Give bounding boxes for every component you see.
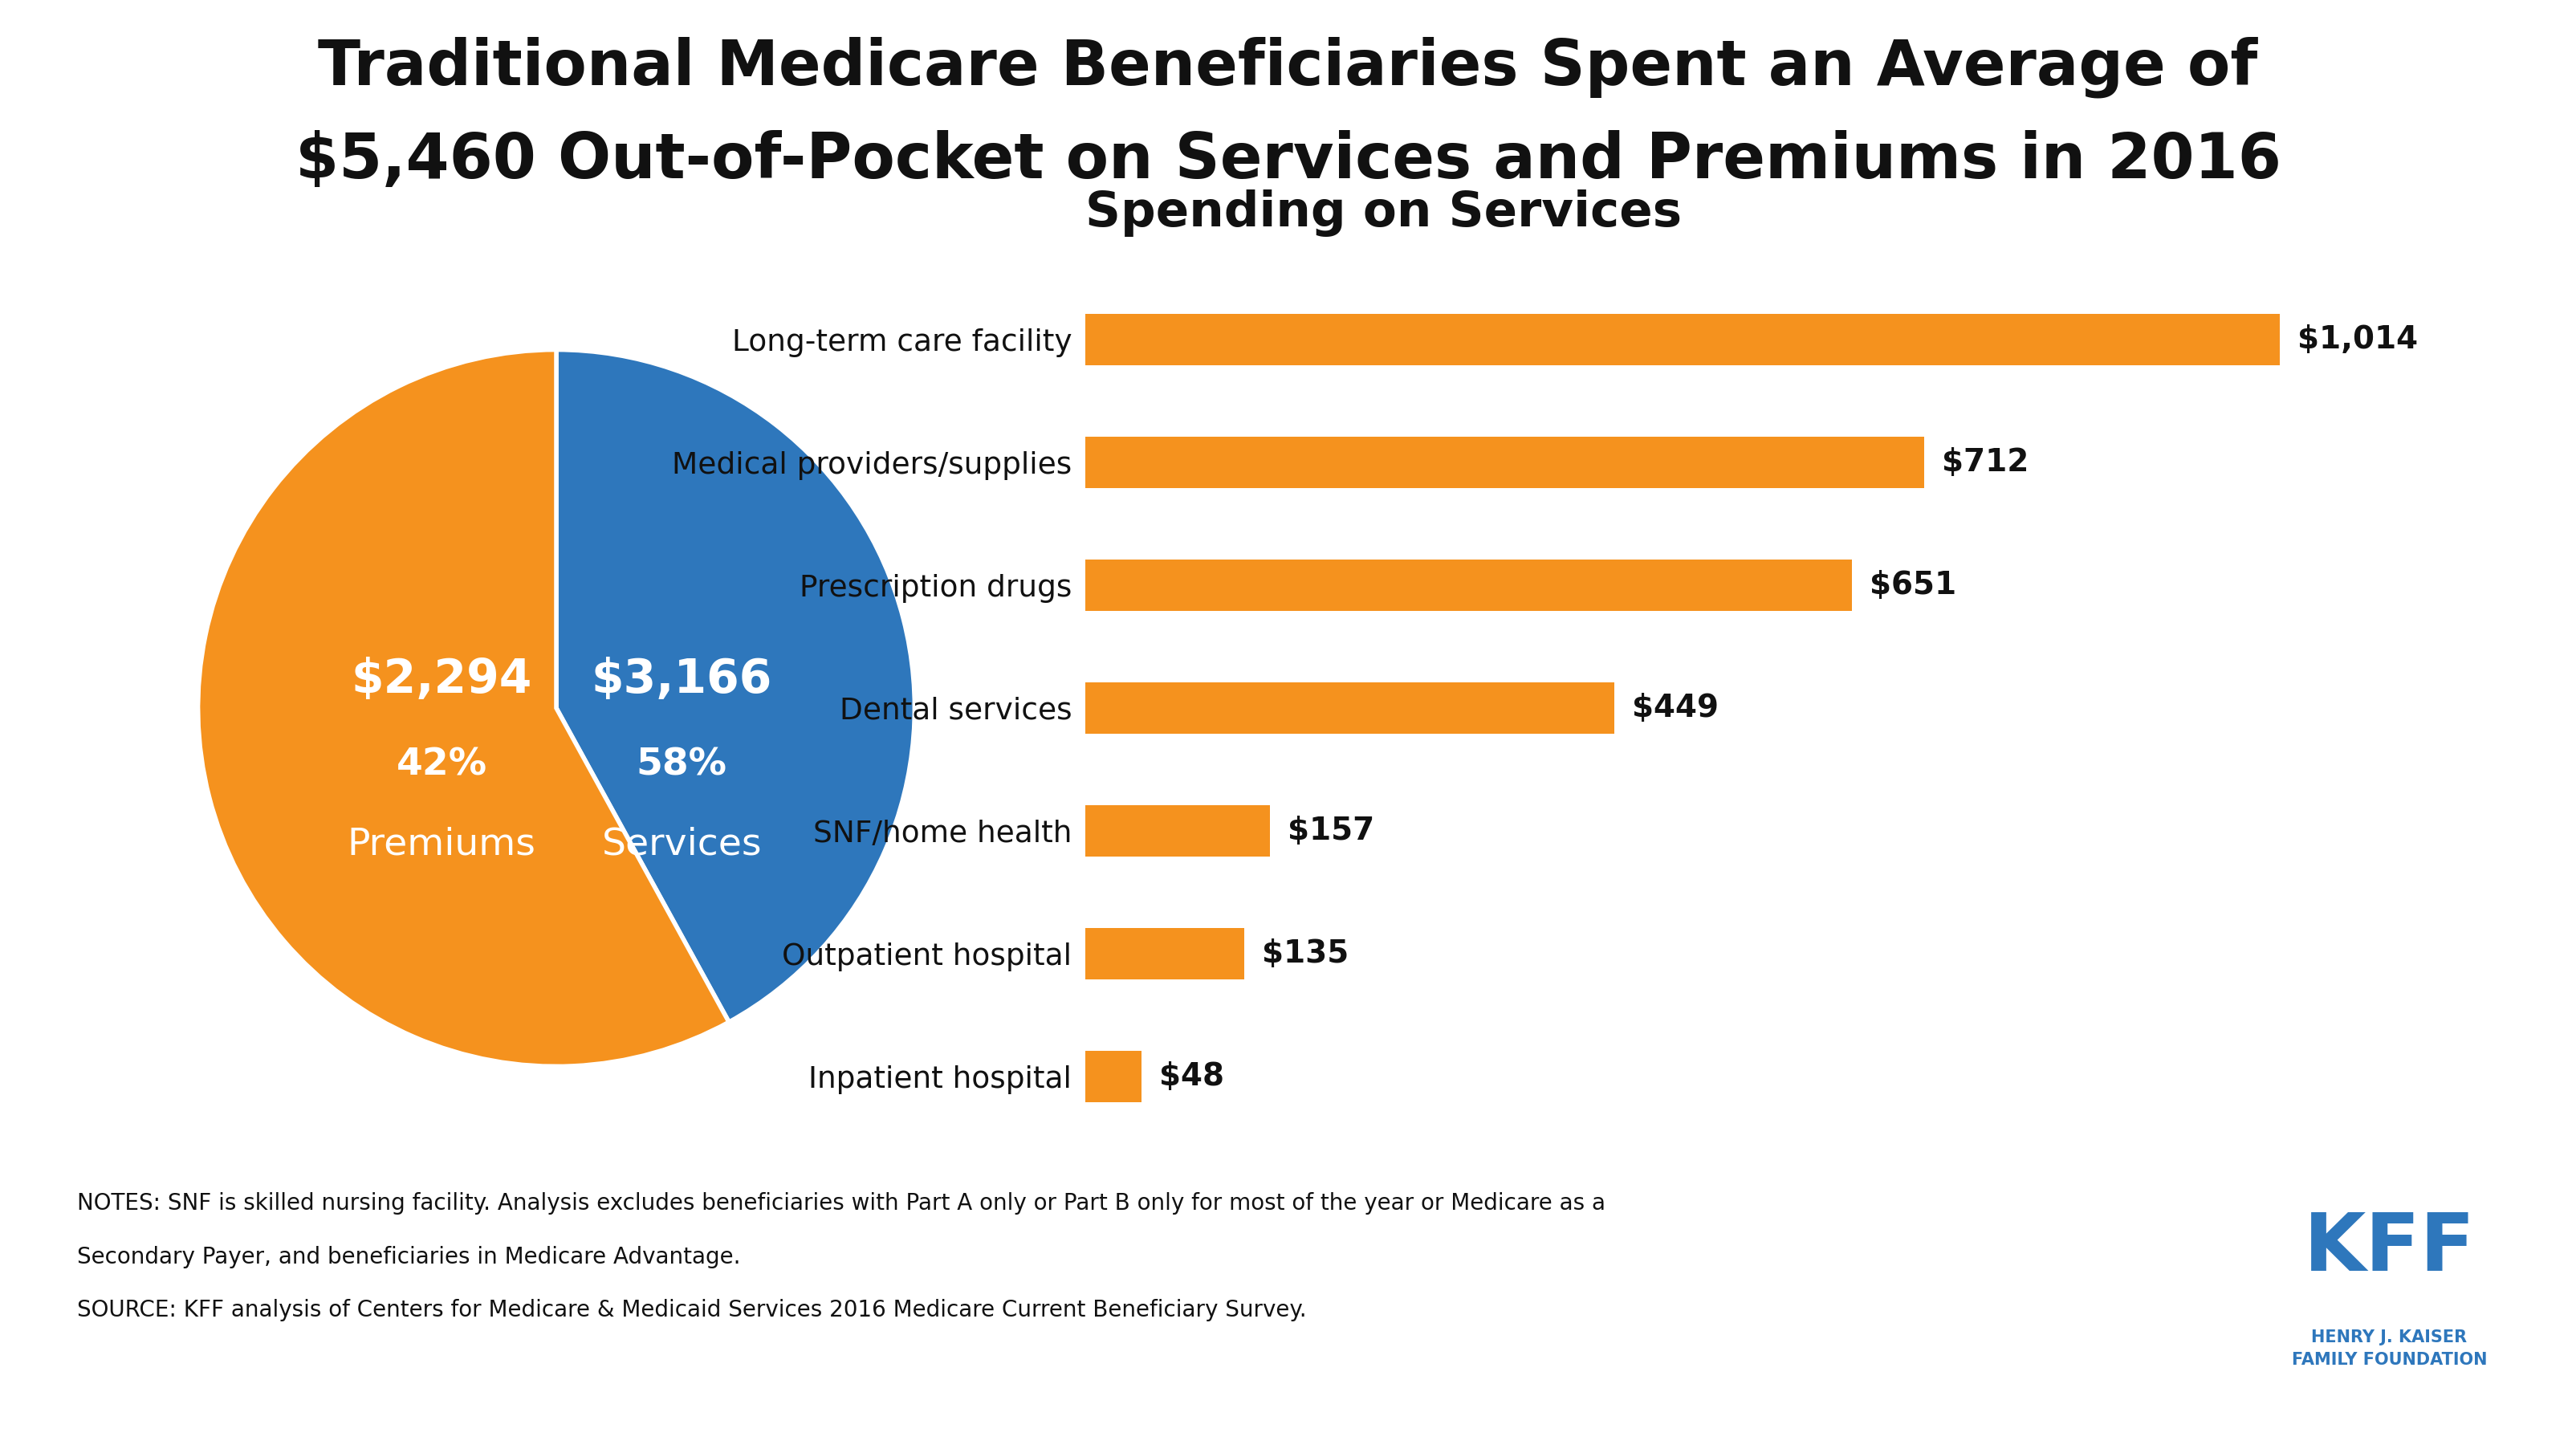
Bar xyxy=(1084,928,1244,980)
Bar xyxy=(1084,314,2280,366)
Text: Premiums: Premiums xyxy=(348,827,536,863)
Text: $712: $712 xyxy=(1942,448,2030,478)
Text: NOTES: SNF is skilled nursing facility. Analysis excludes beneficiaries with Par: NOTES: SNF is skilled nursing facility. … xyxy=(77,1192,1605,1215)
Text: $157: $157 xyxy=(1288,815,1376,845)
Wedge shape xyxy=(198,350,729,1066)
Text: 58%: 58% xyxy=(636,747,726,783)
Text: $449: $449 xyxy=(1631,692,1718,724)
Text: Spending on Services: Spending on Services xyxy=(1084,189,1682,237)
Text: $135: $135 xyxy=(1262,938,1350,968)
Text: $5,460 Out-of-Pocket on Services and Premiums in 2016: $5,460 Out-of-Pocket on Services and Pre… xyxy=(296,130,2280,191)
Text: $3,166: $3,166 xyxy=(592,656,773,702)
Bar xyxy=(1084,436,1924,488)
Bar xyxy=(1084,559,1852,611)
Text: $1,014: $1,014 xyxy=(2298,325,2419,355)
Text: SOURCE: KFF analysis of Centers for Medicare & Medicaid Services 2016 Medicare C: SOURCE: KFF analysis of Centers for Medi… xyxy=(77,1299,1306,1322)
Text: 42%: 42% xyxy=(397,747,487,783)
Text: HENRY J. KAISER
FAMILY FOUNDATION: HENRY J. KAISER FAMILY FOUNDATION xyxy=(2293,1329,2486,1368)
Text: KFF: KFF xyxy=(2303,1209,2476,1287)
Text: Secondary Payer, and beneficiaries in Medicare Advantage.: Secondary Payer, and beneficiaries in Me… xyxy=(77,1246,742,1269)
Bar xyxy=(1084,1051,1141,1103)
Bar xyxy=(1084,805,1270,857)
Text: $2,294: $2,294 xyxy=(350,656,533,702)
Text: $48: $48 xyxy=(1159,1061,1224,1091)
Text: $651: $651 xyxy=(1870,571,1958,601)
Wedge shape xyxy=(556,350,914,1022)
Text: Traditional Medicare Beneficiaries Spent an Average of: Traditional Medicare Beneficiaries Spent… xyxy=(319,36,2257,98)
Bar xyxy=(1084,682,1615,734)
Text: Services: Services xyxy=(603,827,762,863)
